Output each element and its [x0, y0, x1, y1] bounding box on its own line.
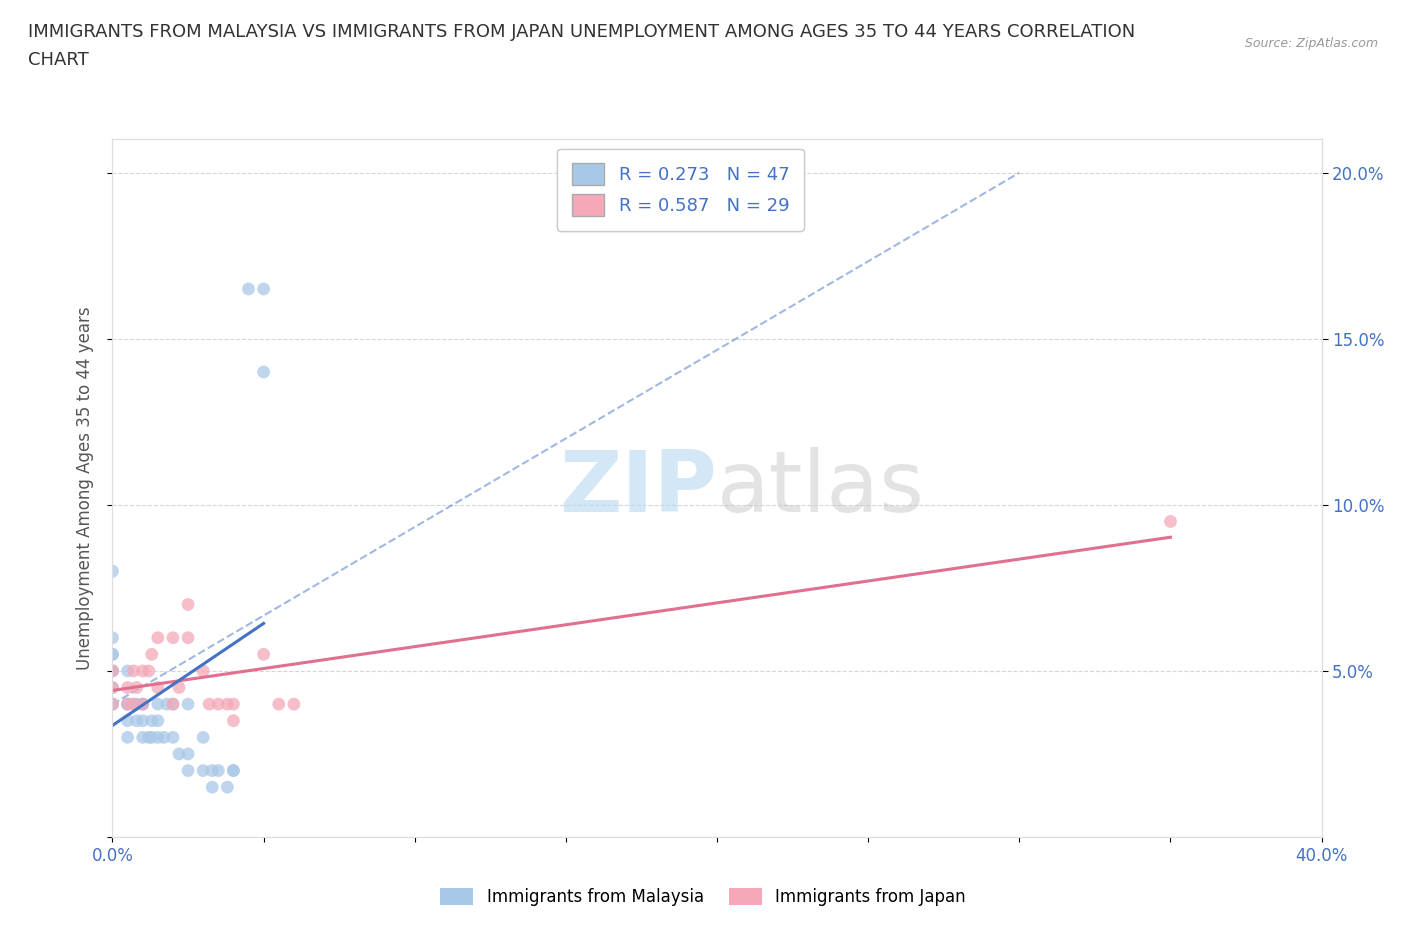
- Point: [117, 713, 139, 728]
- Point: [138, 663, 160, 678]
- Point: [132, 697, 155, 711]
- Point: [207, 697, 229, 711]
- Point: [141, 730, 163, 745]
- Point: [162, 631, 184, 645]
- Point: [117, 663, 139, 678]
- Point: [177, 697, 200, 711]
- Point: [101, 680, 124, 695]
- Point: [101, 697, 124, 711]
- Point: [125, 697, 148, 711]
- Point: [156, 697, 179, 711]
- Point: [132, 697, 155, 711]
- Point: [101, 564, 124, 578]
- Point: [177, 631, 200, 645]
- Point: [222, 713, 245, 728]
- Legend: Immigrants from Malaysia, Immigrants from Japan: Immigrants from Malaysia, Immigrants fro…: [433, 881, 973, 912]
- Point: [146, 730, 169, 745]
- Point: [122, 663, 145, 678]
- Point: [101, 647, 124, 662]
- Point: [101, 680, 124, 695]
- Point: [101, 697, 124, 711]
- Point: [146, 631, 169, 645]
- Point: [146, 713, 169, 728]
- Point: [101, 663, 124, 678]
- Point: [1159, 514, 1181, 529]
- Point: [117, 697, 139, 711]
- Point: [101, 663, 124, 678]
- Point: [101, 647, 124, 662]
- Point: [222, 697, 245, 711]
- Point: [117, 697, 139, 711]
- Point: [117, 680, 139, 695]
- Point: [141, 647, 163, 662]
- Point: [201, 779, 224, 794]
- Point: [141, 713, 163, 728]
- Y-axis label: Unemployment Among Ages 35 to 44 years: Unemployment Among Ages 35 to 44 years: [76, 307, 94, 670]
- Point: [222, 764, 245, 778]
- Point: [117, 697, 139, 711]
- Point: [217, 697, 239, 711]
- Point: [267, 697, 290, 711]
- Point: [125, 713, 148, 728]
- Point: [177, 764, 200, 778]
- Point: [101, 631, 124, 645]
- Point: [101, 697, 124, 711]
- Point: [101, 663, 124, 678]
- Point: [138, 730, 160, 745]
- Point: [253, 365, 276, 379]
- Text: IMMIGRANTS FROM MALAYSIA VS IMMIGRANTS FROM JAPAN UNEMPLOYMENT AMONG AGES 35 TO : IMMIGRANTS FROM MALAYSIA VS IMMIGRANTS F…: [28, 23, 1136, 41]
- Point: [167, 680, 190, 695]
- Point: [191, 663, 214, 678]
- Point: [198, 697, 221, 711]
- Point: [191, 764, 214, 778]
- Point: [132, 713, 155, 728]
- Point: [162, 697, 184, 711]
- Point: [177, 597, 200, 612]
- Point: [101, 697, 124, 711]
- Point: [222, 764, 245, 778]
- Point: [146, 680, 169, 695]
- Point: [132, 730, 155, 745]
- Point: [132, 663, 155, 678]
- Point: [238, 282, 260, 297]
- Point: [125, 680, 148, 695]
- Point: [162, 730, 184, 745]
- Text: CHART: CHART: [28, 51, 89, 69]
- Text: Source: ZipAtlas.com: Source: ZipAtlas.com: [1244, 37, 1378, 50]
- Point: [283, 697, 305, 711]
- Point: [191, 730, 214, 745]
- Point: [117, 730, 139, 745]
- Text: ZIP: ZIP: [560, 446, 717, 530]
- Text: atlas: atlas: [717, 446, 925, 530]
- Point: [177, 747, 200, 762]
- Point: [207, 764, 229, 778]
- Point: [167, 747, 190, 762]
- Point: [162, 697, 184, 711]
- Point: [122, 697, 145, 711]
- Point: [217, 779, 239, 794]
- Point: [253, 647, 276, 662]
- Point: [153, 730, 176, 745]
- Legend: R = 0.273   N = 47, R = 0.587   N = 29: R = 0.273 N = 47, R = 0.587 N = 29: [558, 149, 804, 231]
- Point: [253, 282, 276, 297]
- Point: [122, 697, 145, 711]
- Point: [132, 697, 155, 711]
- Point: [201, 764, 224, 778]
- Point: [146, 697, 169, 711]
